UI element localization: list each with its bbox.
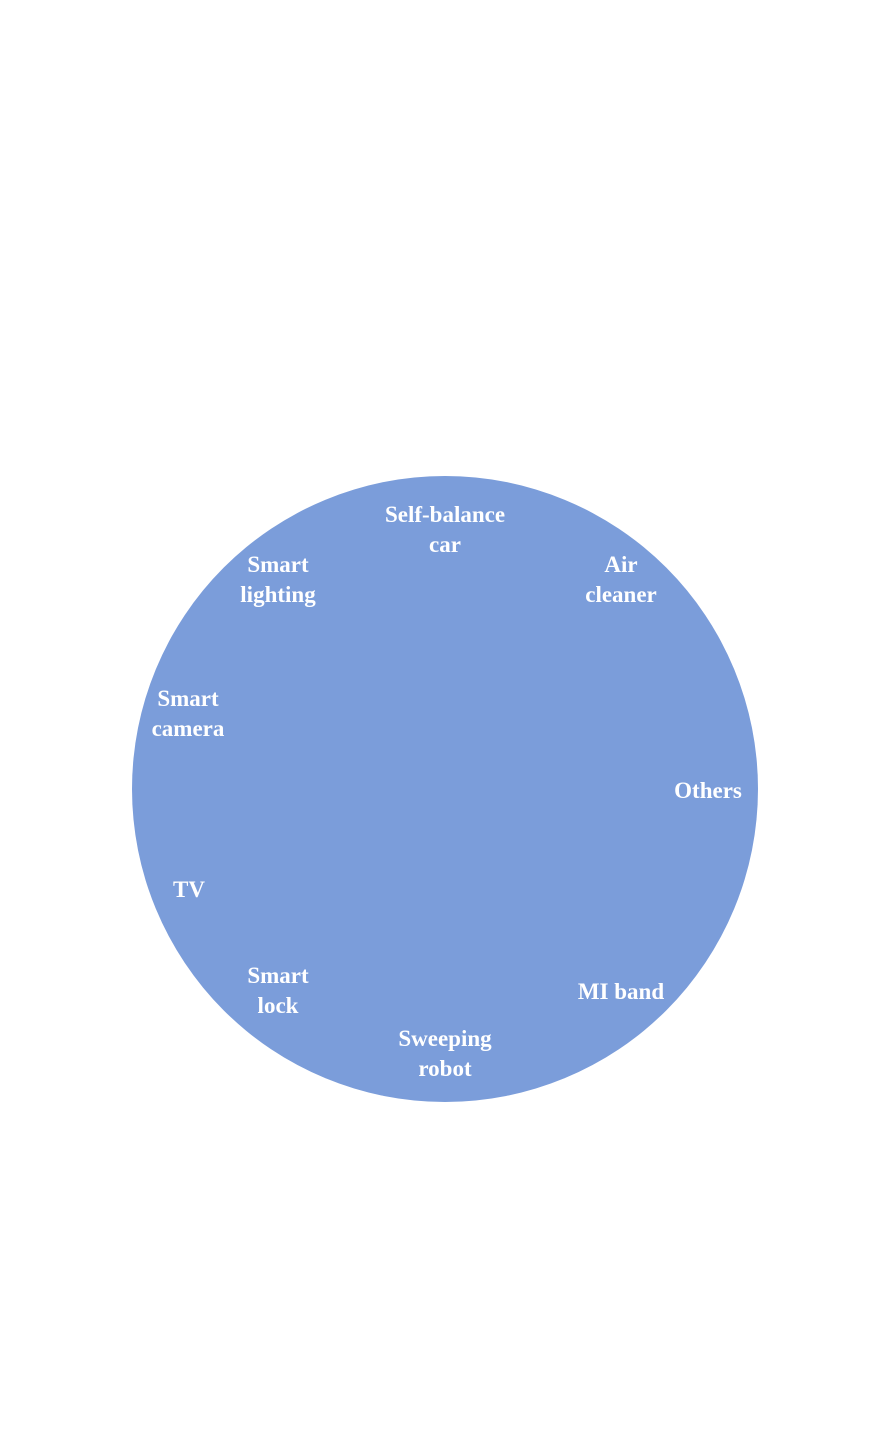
product-circle <box>132 476 758 1102</box>
label-others: Others <box>674 778 742 803</box>
label-self-balance-car: Self-balance car <box>384 502 506 557</box>
label-smart-lock: Smart lock <box>247 963 309 1018</box>
label-smart-lighting: Smart lighting <box>240 552 316 607</box>
label-sweeping-robot: Sweeping robot <box>398 1026 492 1081</box>
label-mi-band: MI band <box>577 979 665 1004</box>
label-tv: TV <box>173 877 205 902</box>
label-smart-camera: Smart camera <box>151 686 225 741</box>
label-air-cleaner: Air cleaner <box>585 552 657 607</box>
